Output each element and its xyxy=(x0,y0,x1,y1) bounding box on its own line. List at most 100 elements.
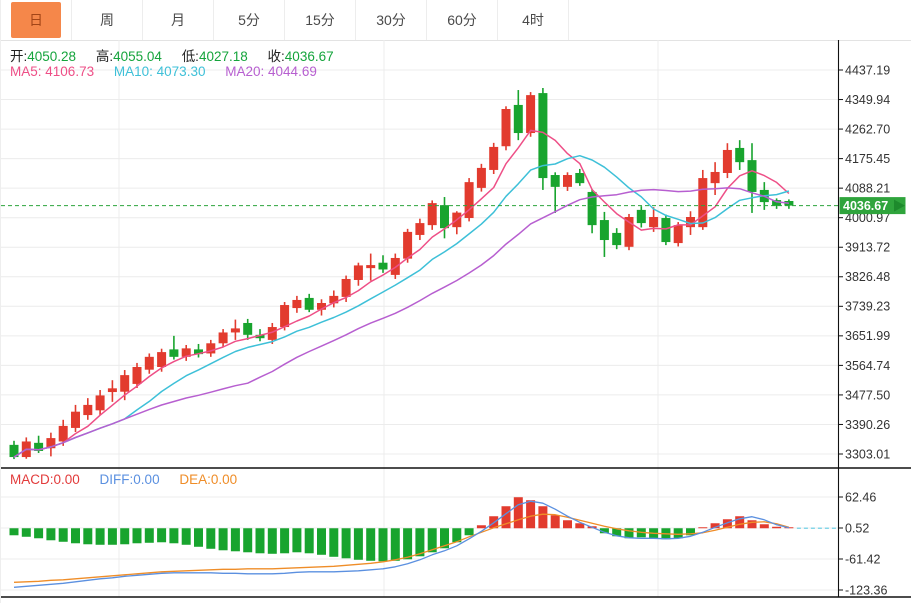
y-axis-tick-label: 4262.70 xyxy=(845,122,890,136)
y-axis-tick-label: -123.36 xyxy=(845,583,887,597)
y-axis-tick-label: 3739.23 xyxy=(845,300,890,314)
high-label: 高: xyxy=(95,49,114,64)
macd-histogram-bar xyxy=(403,528,413,560)
candle-body xyxy=(735,147,745,163)
macd-histogram-bar xyxy=(366,528,376,561)
ma10-line xyxy=(13,154,790,458)
tab-5min[interactable]: 5分 xyxy=(214,0,285,40)
candle-body xyxy=(317,303,326,310)
macd-histogram-bar xyxy=(206,528,216,549)
candle-body xyxy=(292,299,302,309)
high-value: 4055.04 xyxy=(113,49,162,64)
macd-histogram-bar xyxy=(759,524,769,529)
macd-histogram-bar xyxy=(341,528,351,559)
tab-15min[interactable]: 15分 xyxy=(285,0,356,40)
close-label: 收: xyxy=(267,49,285,64)
ma20-label: MA20: xyxy=(225,64,265,79)
macd-histogram-bar xyxy=(21,528,31,537)
macd-histogram-bar xyxy=(144,528,154,543)
y-axis-tick-label: 4000.97 xyxy=(845,211,890,225)
candle-body xyxy=(747,160,757,192)
macd-histogram-bar xyxy=(157,528,167,543)
macd-histogram-bar xyxy=(599,528,609,534)
macd-histogram-bar xyxy=(243,528,253,553)
candle-body xyxy=(772,200,782,206)
tab-30min[interactable]: 30分 xyxy=(356,0,427,40)
tab-week-label: 周 xyxy=(100,12,114,28)
macd-panel xyxy=(9,497,836,588)
candle-body xyxy=(169,349,179,357)
y-axis-tick-label: 3390.26 xyxy=(845,418,890,432)
candle-body xyxy=(95,395,105,411)
macd-histogram-bar xyxy=(747,520,757,529)
candle-body xyxy=(427,203,437,226)
candle-body xyxy=(575,172,585,184)
open-label: 开: xyxy=(10,49,28,64)
diff-label: DIFF: xyxy=(99,472,134,487)
macd-histogram-bar xyxy=(440,528,449,549)
candle-body xyxy=(624,217,634,247)
macd-histogram-bar xyxy=(378,528,388,562)
macd-histogram-bar xyxy=(280,528,290,554)
candle-body xyxy=(390,257,400,275)
macd-value: 0.00 xyxy=(53,472,80,487)
candle-body xyxy=(9,444,19,458)
macd-histogram-bar xyxy=(686,528,695,536)
candle-body xyxy=(144,356,154,370)
candle-body xyxy=(526,95,536,134)
macd-histogram-bar xyxy=(550,515,560,529)
y-axis-tick-label: -61.42 xyxy=(845,552,880,566)
ma5-label: MA5: xyxy=(10,64,42,79)
ma10-label: MA10: xyxy=(113,64,153,79)
ma10-value: 4073.30 xyxy=(156,64,206,79)
y-axis-tick-label: 3564.74 xyxy=(845,359,890,373)
candle-body xyxy=(255,334,265,339)
tab-60min[interactable]: 60分 xyxy=(427,0,498,40)
tab-5min-label: 5分 xyxy=(238,12,260,28)
tab-30min-label: 30分 xyxy=(376,12,406,28)
candle-body xyxy=(378,262,388,270)
candle-body xyxy=(784,200,794,206)
candle-body xyxy=(661,218,671,243)
y-axis-tick-label: 4175.45 xyxy=(845,152,890,166)
y-axis-tick-label: 3826.48 xyxy=(845,270,890,284)
candle-body xyxy=(230,328,240,333)
macd-histogram-bar xyxy=(169,528,179,544)
current-price-badge-value: 4036.67 xyxy=(843,199,888,213)
ma20-line xyxy=(13,187,789,458)
macd-histogram-bar xyxy=(304,528,314,554)
tab-15min-label: 15分 xyxy=(305,12,335,28)
candle-body xyxy=(513,104,523,134)
macd-histogram-bar xyxy=(563,520,572,529)
macd-histogram-bar xyxy=(612,528,622,537)
y-axis-tick-label: 4437.19 xyxy=(845,63,890,77)
candle-body xyxy=(415,223,425,235)
tab-4hour[interactable]: 4时 xyxy=(498,0,569,40)
macd-histogram-bar xyxy=(415,528,425,557)
macd-histogram-bar xyxy=(95,528,105,545)
macd-histogram-bar xyxy=(452,528,462,543)
current-price-badge: 4036.67 xyxy=(839,197,906,215)
timeframe-tabbar: 日 周 月 5分 15分 30分 60分 4时 xyxy=(1,0,911,41)
macd-histogram-bar xyxy=(83,528,93,545)
macd-histogram-bar xyxy=(9,528,19,536)
candle-body xyxy=(120,375,130,392)
macd-histogram-bar xyxy=(476,525,486,529)
tab-week[interactable]: 周 xyxy=(72,0,143,40)
dea-line xyxy=(13,513,790,583)
candle-body xyxy=(194,349,203,355)
macd-legend: MACD:0.00 DIFF:0.00 DEA:0.00 xyxy=(10,472,253,487)
macd-histogram-bar xyxy=(513,497,523,529)
tab-day[interactable]: 日 xyxy=(1,0,72,40)
y-axis-tick-label: 3477.50 xyxy=(845,388,890,402)
candle-body xyxy=(698,178,708,228)
tab-day-label: 日 xyxy=(11,2,61,38)
candle-body xyxy=(218,332,228,344)
candle-body xyxy=(489,146,499,170)
candle-body xyxy=(107,388,117,393)
candle-body xyxy=(34,442,44,451)
y-axis-tick-label: 0.52 xyxy=(845,521,869,535)
tab-month[interactable]: 月 xyxy=(143,0,214,40)
macd-histogram-bar xyxy=(722,519,732,529)
